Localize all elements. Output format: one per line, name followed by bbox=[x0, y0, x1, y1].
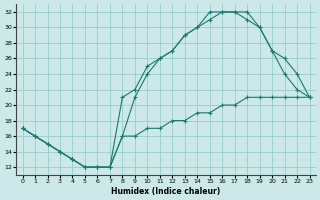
X-axis label: Humidex (Indice chaleur): Humidex (Indice chaleur) bbox=[111, 187, 221, 196]
